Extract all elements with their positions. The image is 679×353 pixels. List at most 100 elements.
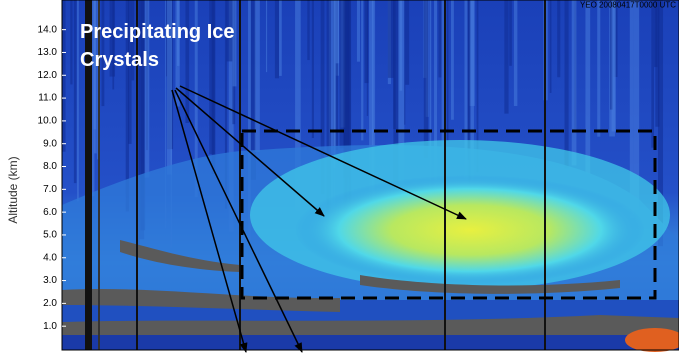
texture-stripe <box>109 0 116 77</box>
column <box>239 0 241 350</box>
texture-stripe <box>91 0 95 197</box>
y-tick-label: 5.0 <box>43 230 57 241</box>
texture-stripe <box>194 0 198 198</box>
gap <box>62 288 340 312</box>
texture-stripe <box>112 0 115 90</box>
texture-stripe <box>434 0 438 212</box>
texture-stripe <box>405 0 410 85</box>
y-axis-label: Altitude (km) <box>6 156 20 223</box>
texture-stripe <box>404 0 406 125</box>
texture-stripe <box>343 0 348 241</box>
annotation: Precipitating Ice Crystals <box>80 21 235 71</box>
arrow <box>174 89 303 353</box>
texture-stripe <box>226 0 233 62</box>
texture-stripe <box>423 0 429 159</box>
texture-stripe <box>371 0 376 237</box>
texture-stripe <box>339 0 345 149</box>
texture-stripe <box>655 0 660 127</box>
gap <box>120 240 240 272</box>
timestamp: YEO 20080417T0000 UTC <box>580 1 676 10</box>
texture-stripe <box>429 0 432 197</box>
y-tick-label: 4.0 <box>43 252 57 263</box>
texture-stripe <box>136 0 140 252</box>
texture-stripe <box>509 0 512 66</box>
texture-stripe <box>447 0 449 141</box>
texture-stripe <box>125 0 129 212</box>
texture-stripe <box>70 0 73 85</box>
texture-stripe <box>451 0 454 120</box>
texture-stripe <box>128 0 132 144</box>
texture-stripe <box>185 0 190 123</box>
ground-band <box>62 335 679 350</box>
texture-stripe <box>468 0 471 196</box>
texture-stripe <box>144 0 150 178</box>
texture-stripe <box>62 0 66 152</box>
texture-stripe <box>504 0 509 114</box>
plot-frame <box>61 0 679 351</box>
y-tick-label: 9.0 <box>43 138 57 149</box>
y-tick-label: 2.0 <box>43 298 57 309</box>
texture-stripe <box>438 0 442 78</box>
texture-stripe <box>361 0 364 141</box>
texture-stripe <box>254 0 260 153</box>
texture-stripe <box>629 0 634 219</box>
hot-spot <box>625 328 679 352</box>
texture-stripe <box>585 0 591 175</box>
texture-stripe <box>295 0 301 211</box>
cloud-core <box>295 175 645 285</box>
texture-stripe <box>175 0 180 107</box>
y-tick-label: 12.0 <box>38 70 58 81</box>
texture-stripe <box>467 0 470 160</box>
column <box>544 0 546 350</box>
texture-stripe <box>571 0 577 166</box>
gap <box>360 275 620 294</box>
texture-stripe <box>248 0 251 242</box>
texture-stripe <box>265 0 268 73</box>
texture-stripe <box>393 0 396 130</box>
texture-stripe <box>387 0 394 78</box>
image-plot <box>61 0 679 353</box>
texture-stripe <box>131 0 135 81</box>
texture-stripe <box>464 0 468 211</box>
y-tick-label: 8.0 <box>43 161 57 172</box>
column <box>85 0 92 350</box>
texture-stripe <box>610 0 613 110</box>
texture-stripe <box>326 0 332 214</box>
column <box>444 0 446 350</box>
texture-stripe <box>398 0 405 188</box>
texture-stripe <box>307 0 310 61</box>
texture-stripe <box>140 0 146 231</box>
texture-stripe <box>564 0 569 169</box>
y-tick-label: 1.0 <box>43 321 57 332</box>
texture-stripe <box>335 0 340 64</box>
texture-stripe <box>476 0 479 173</box>
texture-stripe <box>232 0 237 87</box>
column <box>136 0 138 350</box>
y-tick-label: 3.0 <box>43 275 57 286</box>
arrow <box>179 85 467 220</box>
texture-stripe <box>311 0 314 139</box>
texture-stripe <box>101 0 105 107</box>
highlight-box <box>240 129 657 300</box>
texture-stripe <box>441 0 445 153</box>
arrow <box>175 87 325 217</box>
texture-stripe <box>364 0 369 84</box>
texture-stripe <box>93 0 97 130</box>
texture-stripe <box>333 0 336 255</box>
texture-stripe <box>224 0 228 209</box>
texture-stripe <box>347 0 350 157</box>
y-tick-label: 6.0 <box>43 207 57 218</box>
texture-stripe <box>250 0 256 180</box>
texture-stripe <box>274 0 280 79</box>
texture-stripe <box>348 0 352 217</box>
column <box>98 0 100 350</box>
y-tick-label: 14.0 <box>38 24 58 35</box>
texture-stripe <box>651 0 654 148</box>
y-tick-label: 11.0 <box>38 93 57 104</box>
texture-stripe <box>366 0 369 116</box>
texture-stripe <box>356 0 361 62</box>
texture-stripe <box>211 0 216 174</box>
texture-stripe <box>228 0 234 232</box>
texture-stripe <box>77 0 79 202</box>
